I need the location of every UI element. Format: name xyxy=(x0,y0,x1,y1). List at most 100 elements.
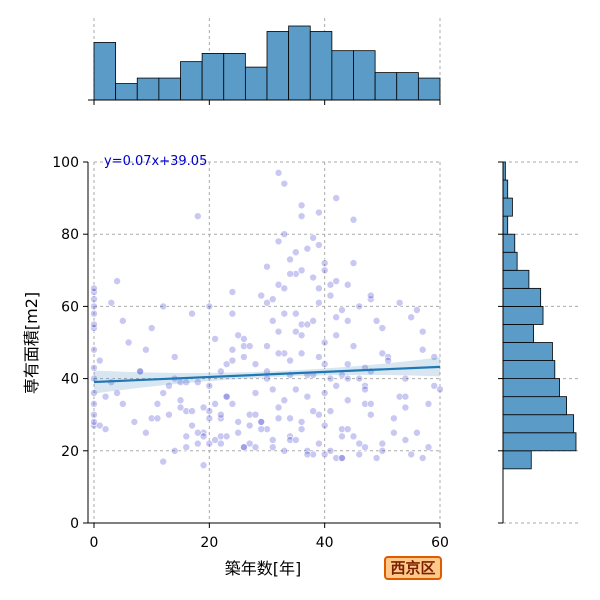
data-point xyxy=(297,320,306,329)
right-hist-bar xyxy=(502,378,560,398)
data-point xyxy=(297,201,306,210)
data-point xyxy=(159,457,167,466)
data-point xyxy=(280,179,289,188)
data-point xyxy=(349,432,358,441)
data-point xyxy=(90,374,98,383)
top-hist-bar xyxy=(396,72,419,101)
data-point xyxy=(263,262,271,271)
data-point xyxy=(165,382,173,390)
data-point xyxy=(95,356,104,365)
data-point xyxy=(332,382,341,390)
data-point xyxy=(274,237,283,246)
top-hist-bar xyxy=(288,25,311,101)
data-point xyxy=(343,317,352,325)
data-point xyxy=(320,360,329,368)
data-point xyxy=(274,280,283,289)
x-tick-label: 60 xyxy=(431,535,449,551)
data-point xyxy=(263,342,271,350)
data-point xyxy=(430,353,439,361)
data-point xyxy=(338,432,346,441)
data-point xyxy=(90,400,98,408)
data-point xyxy=(424,400,433,408)
data-point xyxy=(297,331,306,340)
data-point xyxy=(413,306,421,314)
data-point xyxy=(188,407,196,415)
data-point xyxy=(234,418,242,426)
data-point xyxy=(349,342,358,350)
data-point xyxy=(222,432,231,441)
data-point xyxy=(378,349,387,358)
y-tick-label: 80 xyxy=(61,227,79,243)
top-hist-bar xyxy=(180,61,203,101)
data-point xyxy=(315,353,323,361)
data-point xyxy=(245,342,254,350)
data-point xyxy=(395,392,404,401)
top-hist-bar xyxy=(158,77,181,101)
data-point xyxy=(240,335,248,343)
data-point xyxy=(401,374,410,383)
x-tick-label: 0 xyxy=(90,535,99,551)
data-point xyxy=(297,418,306,426)
data-point xyxy=(332,331,341,340)
y-tick-label: 60 xyxy=(61,299,79,315)
data-point xyxy=(326,291,335,300)
data-point xyxy=(355,450,364,459)
data-point xyxy=(228,400,237,408)
data-point xyxy=(303,392,312,401)
data-point xyxy=(372,317,381,325)
right-hist-bar xyxy=(502,269,530,289)
data-point xyxy=(286,414,294,423)
data-point xyxy=(194,428,202,437)
data-point xyxy=(395,298,404,307)
right-hist-bar xyxy=(502,396,567,416)
data-point xyxy=(292,248,300,257)
data-point xyxy=(113,389,121,397)
data-point xyxy=(332,277,341,285)
data-point xyxy=(407,313,415,322)
data-point xyxy=(182,432,191,441)
data-point xyxy=(274,403,283,412)
data-point xyxy=(228,309,237,318)
data-point xyxy=(297,425,306,433)
top-hist-bar xyxy=(374,72,398,101)
data-point xyxy=(268,385,277,394)
right-hist-bar xyxy=(502,305,544,325)
data-point xyxy=(407,450,415,459)
data-point xyxy=(228,345,237,354)
data-point xyxy=(418,454,427,462)
data-point xyxy=(274,349,283,358)
data-point xyxy=(280,230,289,238)
top-hist-bar xyxy=(223,53,246,101)
data-point xyxy=(326,407,335,415)
data-point xyxy=(107,298,116,307)
right-hist-bar xyxy=(502,215,509,235)
x-tick-label: 20 xyxy=(200,535,218,551)
data-point xyxy=(205,407,214,415)
data-point xyxy=(343,425,352,433)
data-point xyxy=(142,428,150,437)
data-point xyxy=(211,400,219,408)
top-hist-bar xyxy=(266,31,290,101)
data-point xyxy=(286,436,294,444)
data-point xyxy=(343,280,352,289)
data-point xyxy=(268,436,277,444)
data-point xyxy=(372,454,381,462)
right-hist-bar xyxy=(502,251,518,271)
data-point xyxy=(320,421,329,430)
top-hist-bar xyxy=(93,42,117,101)
data-point xyxy=(90,284,98,293)
data-point xyxy=(245,439,254,448)
data-point xyxy=(101,425,110,433)
data-point xyxy=(159,389,167,397)
data-point xyxy=(257,425,266,433)
data-point xyxy=(211,335,219,343)
data-point xyxy=(292,309,300,318)
data-point xyxy=(292,436,300,444)
data-point xyxy=(251,389,260,397)
data-point xyxy=(95,421,104,430)
top-histogram xyxy=(88,18,441,105)
data-point xyxy=(222,360,231,368)
data-point xyxy=(343,396,352,405)
data-point xyxy=(309,317,317,325)
